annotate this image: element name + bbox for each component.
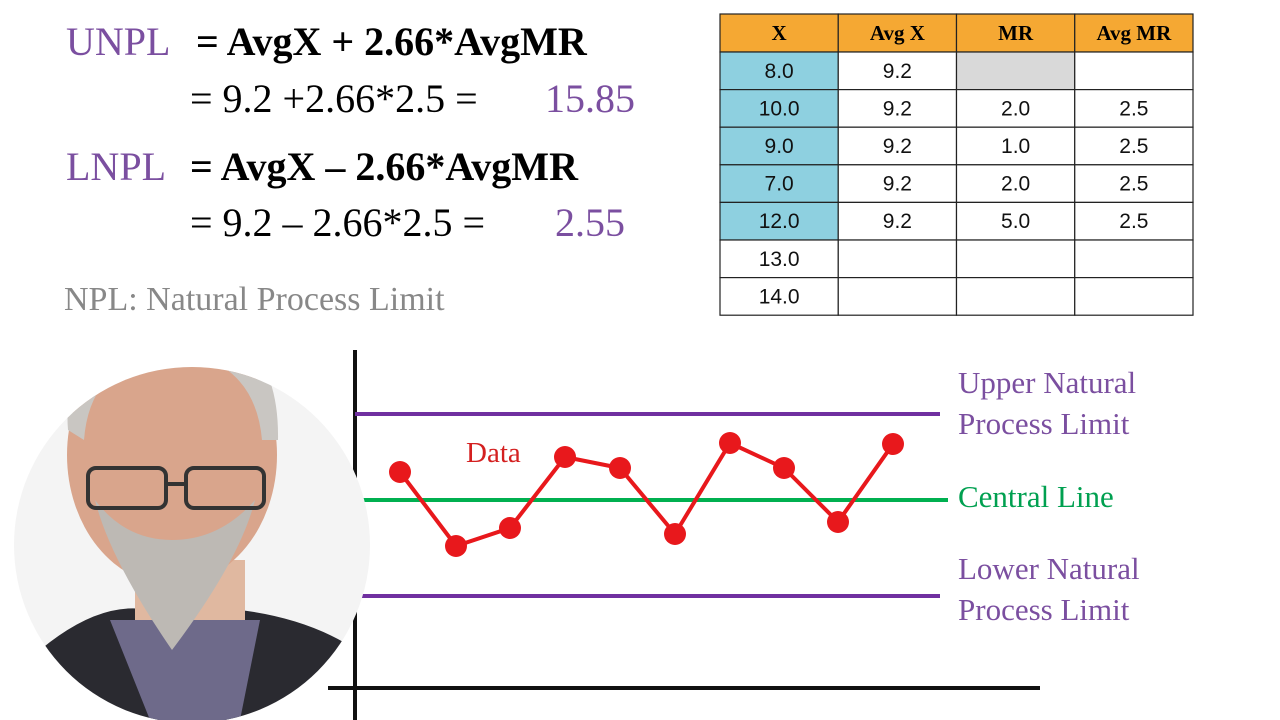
upper-label: Process Limit (958, 406, 1130, 441)
table-cell (837, 164, 958, 204)
data-points (389, 432, 904, 557)
cell-text: 13.0 (759, 248, 800, 271)
data-point (827, 511, 849, 533)
table-cell (1074, 88, 1194, 128)
header-text: MR (998, 21, 1034, 45)
cell-text: 9.2 (883, 97, 912, 120)
table-cell (1074, 126, 1194, 166)
upper-label: Upper Natural (958, 365, 1136, 400)
table-cell (1074, 201, 1194, 241)
table-cell (1074, 164, 1194, 204)
cell-text: 2.5 (1119, 135, 1148, 158)
unpl-result: 15.85 (545, 76, 635, 121)
table-cell (1074, 51, 1194, 91)
note: NPL: Natural Process Limit (64, 281, 445, 318)
header-text: Avg X (870, 21, 925, 45)
data-line (398, 440, 895, 549)
table-cell (837, 277, 958, 316)
lnpl-calculation: = 9.2 – 2.66*2.5 = (190, 200, 485, 245)
table-cell (955, 277, 1076, 316)
lnpl-label: LNPL (66, 144, 166, 189)
cell-text: 9.2 (883, 210, 912, 233)
presenter-photo (14, 367, 370, 720)
control-chart: Data Upper Natural Process Limit Central… (328, 350, 1140, 720)
cell-text: 5.0 (1001, 210, 1030, 233)
cell-text: 10.0 (759, 97, 800, 120)
data-point (773, 457, 795, 479)
data-point (554, 446, 576, 468)
cell-text: 8.0 (765, 60, 794, 83)
data-point (882, 433, 904, 455)
table-cell (1074, 277, 1194, 316)
lnpl-result: 2.55 (555, 200, 625, 245)
cell-text: 1.0 (1001, 135, 1030, 158)
table-cell (955, 201, 1076, 241)
header-cell (837, 13, 958, 53)
cell-text: 9.0 (765, 135, 794, 158)
lower-label: Process Limit (958, 592, 1130, 627)
table-cell (837, 239, 958, 279)
table-cell (837, 126, 958, 166)
table-cell (719, 201, 839, 241)
header-text: X (772, 21, 787, 45)
unpl-calculation: = 9.2 +2.66*2.5 = (190, 76, 478, 121)
data-point (389, 461, 411, 483)
cell-text: 7.0 (765, 173, 794, 196)
table-cell (1074, 239, 1194, 279)
cell-text: 9.2 (883, 135, 912, 158)
header-text: Avg MR (1096, 21, 1172, 45)
table-cell (955, 51, 1076, 91)
lower-label: Lower Natural (958, 551, 1140, 586)
center-label: Central Line (958, 479, 1114, 514)
unpl-label: UNPL (66, 19, 170, 64)
header-cell (719, 13, 839, 53)
data-point (609, 457, 631, 479)
table-cell (837, 201, 958, 241)
header-cell (955, 13, 1076, 53)
data-point (499, 517, 521, 539)
header-cell (1074, 13, 1194, 53)
table-cell (955, 239, 1076, 279)
data-point (445, 535, 467, 557)
table-cell (719, 239, 839, 279)
cell-text: 14.0 (759, 285, 800, 308)
unpl-equation: = AvgX + 2.66*AvgMR (196, 19, 588, 64)
cell-text: 9.2 (883, 173, 912, 196)
table-cell (837, 88, 958, 128)
cell-text: 12.0 (759, 210, 800, 233)
cell-text: 2.0 (1001, 97, 1030, 120)
data-label: Data (466, 437, 521, 469)
table: X Avg X MR Avg MR 8.0 9.2 10.0 9.2 2.0 2.5 9.0 9.2 1… (719, 13, 1194, 316)
cell-text: 2.5 (1119, 173, 1148, 196)
table-cell (955, 164, 1076, 204)
lnpl-equation: = AvgX – 2.66*AvgMR (190, 144, 579, 189)
cell-text: 2.5 (1119, 97, 1148, 120)
cell-text: 2.5 (1119, 210, 1148, 233)
data-point (719, 432, 741, 454)
cell-text: 9.2 (883, 60, 912, 83)
data-point (664, 523, 686, 545)
cell-text: 2.0 (1001, 173, 1030, 196)
table-cell (837, 51, 958, 91)
